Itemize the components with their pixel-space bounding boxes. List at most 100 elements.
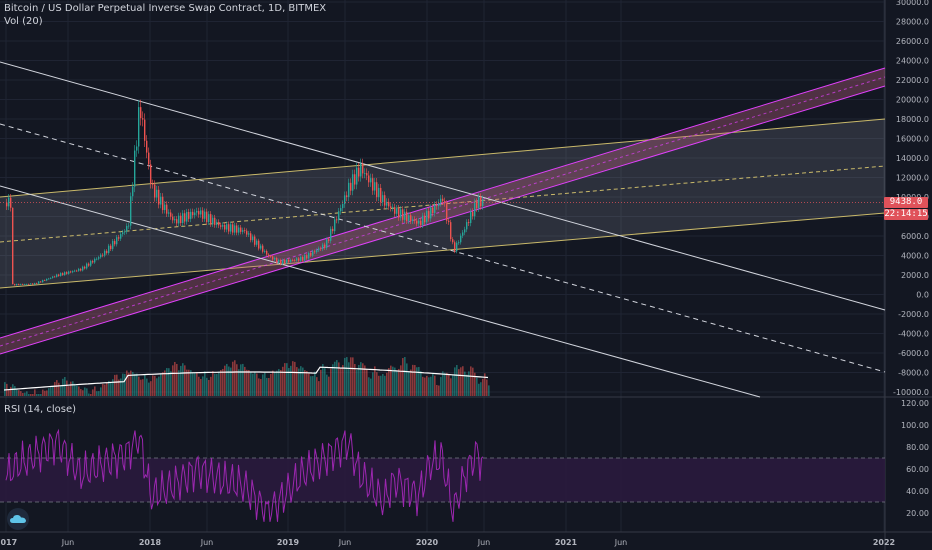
volume-bar <box>434 375 436 396</box>
volume-bar <box>138 376 140 396</box>
candle-body <box>394 207 396 214</box>
rsi-label[interactable]: RSI (14, close) <box>4 404 77 415</box>
candle-body <box>324 244 326 248</box>
candle-body <box>202 210 204 219</box>
candle-body <box>480 197 482 207</box>
candle-body <box>62 273 64 276</box>
volume-bar <box>40 394 42 396</box>
volume-bar <box>446 372 448 396</box>
candle-body <box>246 230 248 235</box>
candle-body <box>420 220 422 226</box>
volume-bar <box>486 379 488 396</box>
candle-body <box>186 211 188 222</box>
candle-body <box>244 230 246 231</box>
volume-bar <box>374 366 376 396</box>
candle-body <box>14 284 16 286</box>
volume-bar <box>324 368 326 396</box>
candle-body <box>270 256 272 257</box>
candle-body <box>326 239 328 248</box>
volume-bar <box>58 382 60 396</box>
candle-body <box>448 220 450 223</box>
candle-body <box>248 233 250 235</box>
volume-bar <box>466 374 468 396</box>
candle-body <box>196 211 198 213</box>
volume-bar <box>248 370 250 396</box>
volume-bar <box>116 374 118 396</box>
candle-body <box>282 259 284 265</box>
candle-body <box>10 197 12 208</box>
candle-body <box>460 235 462 243</box>
candle-body <box>114 241 116 245</box>
volume-bar <box>228 366 230 396</box>
volume-bar <box>128 372 130 396</box>
volume-bar <box>134 373 136 396</box>
rsi-axis-label: 40.00 <box>906 487 929 496</box>
candle-body <box>172 216 174 221</box>
candle-body <box>130 196 132 226</box>
volume-bar <box>300 366 302 396</box>
candle-body <box>360 163 362 177</box>
volume-bar <box>156 378 158 396</box>
volume-bar <box>362 363 364 396</box>
volume-bar <box>190 370 192 396</box>
rsi-axis-label: 60.00 <box>906 465 929 474</box>
candle-body <box>150 164 152 184</box>
candle-body <box>368 175 370 183</box>
volume-bar <box>236 364 238 396</box>
candle-body <box>46 278 48 281</box>
volume-bar <box>462 366 464 396</box>
volume-bar <box>50 387 52 396</box>
candle-body <box>176 219 178 224</box>
candle-body <box>110 245 112 250</box>
volume-bar <box>54 382 56 396</box>
volume-bar <box>108 380 110 396</box>
candle-body <box>312 251 314 256</box>
candle-body <box>258 240 260 249</box>
candle-body <box>34 283 36 285</box>
symbol-title[interactable]: Bitcoin / US Dollar Perpetual Inverse Sw… <box>4 3 327 14</box>
candle-body <box>170 212 172 217</box>
candle-body <box>384 195 386 206</box>
candle-body <box>336 219 338 221</box>
candle-body <box>438 202 440 207</box>
volume-bar <box>264 372 266 396</box>
volume-bar <box>112 379 114 396</box>
volume-bar <box>92 389 94 396</box>
candle-body <box>154 184 156 198</box>
candle-body <box>124 231 126 233</box>
candle-body <box>68 271 70 274</box>
candle-body <box>86 263 88 269</box>
volume-bar <box>106 382 108 396</box>
candle-body <box>446 203 448 221</box>
volume-bar <box>404 357 406 396</box>
candle-body <box>406 211 408 221</box>
volume-label[interactable]: Vol (20) <box>4 16 43 27</box>
tradingview-logo[interactable] <box>7 508 29 530</box>
candle-body <box>284 259 286 264</box>
descending-trend-upper <box>0 61 886 311</box>
candle-body <box>356 167 358 185</box>
volume-bar <box>334 361 336 396</box>
candle-body <box>382 195 384 203</box>
volume-bar <box>164 370 166 396</box>
volume-bar <box>56 380 58 396</box>
candle-body <box>160 196 162 205</box>
volume-bar <box>68 386 70 396</box>
candle-body <box>222 224 224 227</box>
time-axis-label: 2021 <box>555 538 578 547</box>
candle-body <box>6 202 8 207</box>
volume-bar <box>412 364 414 396</box>
candle-body <box>292 260 294 261</box>
candle-body <box>462 232 464 236</box>
volume-bar <box>278 369 280 396</box>
volume-bar <box>98 391 100 396</box>
candle-body <box>178 215 180 224</box>
volume-bar <box>250 372 252 396</box>
candle-body <box>412 219 414 222</box>
candle-body <box>230 224 232 232</box>
channel-upper-line <box>0 118 886 198</box>
volume-bar <box>422 376 424 396</box>
candle-body <box>182 213 184 224</box>
volume-bar <box>342 365 344 396</box>
